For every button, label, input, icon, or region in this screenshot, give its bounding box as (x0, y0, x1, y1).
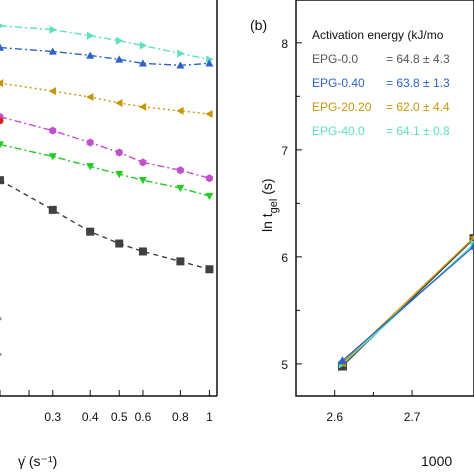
data-point (48, 47, 57, 55)
data-point (0, 79, 4, 88)
data-point (337, 356, 347, 365)
data-point (205, 110, 213, 119)
y-tick-label: 8 (281, 37, 288, 51)
panel-a-x-ticks: 0.3 0.4 0.5 0.6 0.8 1 (0, 390, 213, 424)
panel-b-legend: Activation energy (kJ/mo EPG-0.0 = 64.8 ±… (312, 28, 450, 138)
data-point (48, 153, 57, 161)
legend-entry-value: = 63.8 ± 1.3 (386, 76, 450, 90)
data-point (48, 87, 56, 96)
panel-b-series (337, 234, 474, 371)
data-point (115, 239, 124, 248)
data-point (176, 106, 184, 115)
y-tick-label: 6 (281, 251, 288, 265)
y-tick-label: 7 (281, 144, 288, 158)
data-point (86, 227, 95, 236)
series-line (342, 245, 474, 362)
data-point (0, 117, 4, 125)
panel-b: (b) ln tgel (s) 1000 5 6 7 8 2.6 2.7 Activati… (250, 0, 474, 469)
data-point (138, 176, 147, 185)
x-tick-label: 0.6 (135, 410, 152, 424)
data-point (115, 55, 124, 63)
x-tick-label: 0.3 (44, 410, 61, 424)
x-tick-label: 1 (206, 410, 213, 424)
legend-entry-name: EPG-20.20 (312, 100, 372, 114)
data-point (116, 36, 124, 45)
legend-entry-value: = 62.0 ± 4.4 (386, 100, 450, 114)
data-point (205, 192, 214, 201)
data-point (49, 25, 57, 34)
data-point (176, 184, 185, 193)
data-point (205, 265, 214, 274)
data-point (86, 51, 95, 59)
series-2 (0, 79, 213, 119)
panel-a: 0.3 0.4 0.5 0.6 0.8 1 γ̇ (s⁻¹) (0, 0, 218, 469)
data-point (176, 61, 185, 69)
series-line (0, 179, 210, 270)
series-EPG-0.40 (337, 241, 474, 365)
series-4 (0, 141, 214, 201)
legend-entry-name: EPG-0.0 (312, 52, 358, 66)
panel-b-ticks: 5 6 7 8 2.6 2.7 (281, 37, 420, 424)
legend-title: Activation energy (kJ/mo (312, 28, 444, 42)
data-point (139, 41, 147, 50)
data-point (138, 102, 147, 111)
data-point (115, 171, 124, 179)
data-point (48, 205, 57, 214)
data-point (115, 148, 123, 157)
data-point (49, 126, 57, 135)
data-point (0, 23, 4, 28)
data-point (86, 93, 94, 102)
x-tick-label: 2.7 (404, 410, 421, 424)
legend-entry-name: EPG-40.0 (312, 124, 365, 138)
data-point (0, 141, 4, 149)
panel-b-y-axis-title: ln tgel (s) (259, 178, 280, 232)
data-point (469, 241, 474, 250)
data-point (139, 158, 147, 167)
x-tick-label: 0.8 (172, 410, 189, 424)
data-point (0, 352, 2, 357)
data-point (205, 174, 213, 183)
legend-entry-value: = 64.1 ± 0.8 (386, 124, 450, 138)
panel-a-x-axis-title: γ̇ (s⁻¹) (18, 453, 57, 469)
legend-entry-value: = 64.8 ± 4.3 (386, 52, 450, 66)
data-point (0, 43, 4, 51)
series-line (0, 82, 210, 115)
panel-b-frame (295, 0, 474, 397)
legend-entry-name: EPG-0.40 (312, 76, 365, 90)
data-point (469, 235, 474, 241)
data-point (0, 176, 4, 185)
data-point (205, 59, 214, 67)
series-0 (0, 23, 214, 64)
y-tick-label: 5 (281, 358, 288, 372)
panel-b-label: (b) (250, 17, 267, 33)
data-point (176, 166, 184, 175)
data-point (86, 138, 94, 147)
data-point (0, 317, 2, 321)
data-point (176, 257, 185, 266)
series-line (341, 238, 474, 367)
series-1 (0, 43, 214, 69)
data-point (177, 49, 185, 58)
x-tick-label: 0.5 (111, 410, 128, 424)
panel-a-series (0, 23, 214, 357)
x-tick-label: 2.6 (326, 410, 343, 424)
x-tick-label: 0.4 (82, 410, 99, 424)
data-point (206, 55, 214, 64)
data-point (115, 98, 123, 107)
data-point (138, 247, 147, 256)
series-5 (0, 176, 214, 274)
data-point (86, 31, 95, 40)
data-point (138, 59, 147, 67)
panel-b-x-axis-title: 1000 (421, 453, 452, 469)
series-3 (0, 112, 213, 183)
data-point (86, 163, 95, 171)
